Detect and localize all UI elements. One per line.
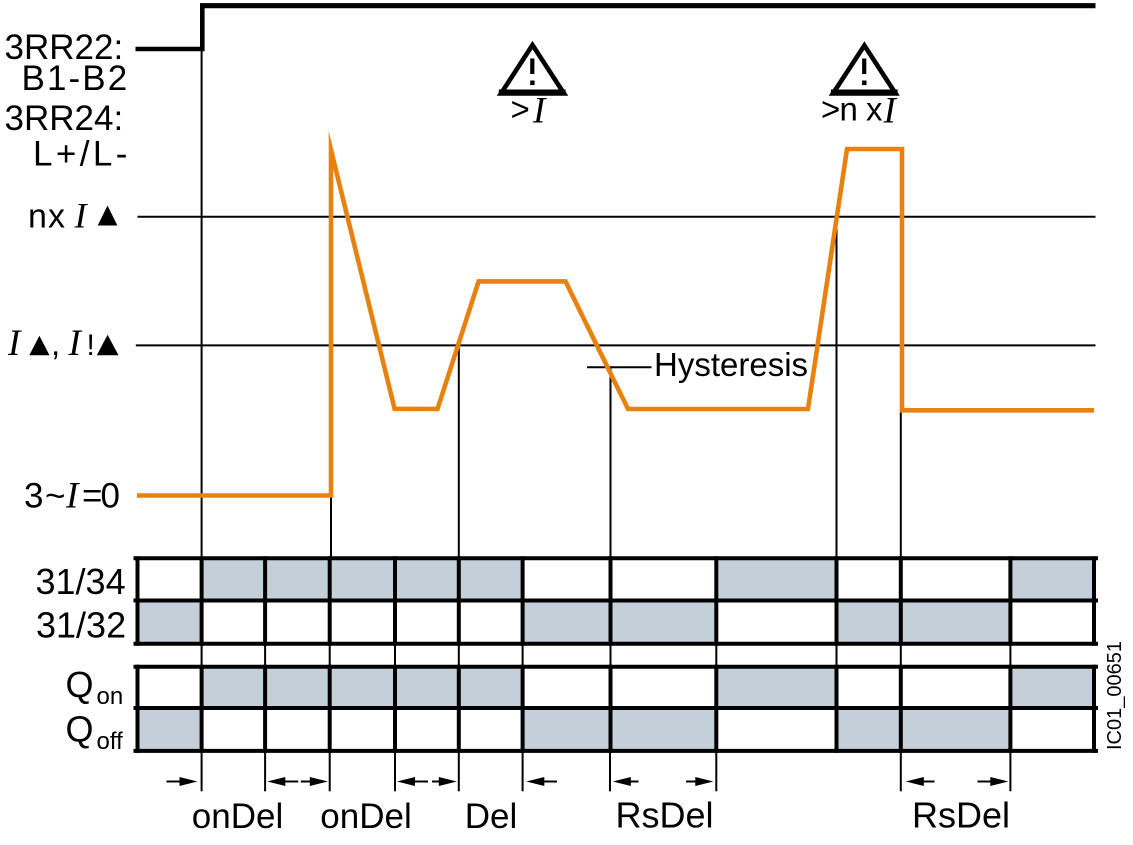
svg-text:onDel: onDel xyxy=(192,797,283,836)
svg-text:I: I xyxy=(68,323,83,364)
svg-text:,: , xyxy=(51,325,60,362)
svg-text:I: I xyxy=(7,323,22,364)
svg-text:0: 0 xyxy=(101,477,120,516)
svg-text:L+/L-: L+/L- xyxy=(33,135,131,174)
svg-text:31/34: 31/34 xyxy=(36,561,126,602)
svg-text:n: n xyxy=(840,91,858,128)
svg-text:IC01_00651: IC01_00651 xyxy=(1104,641,1126,750)
svg-text:Q: Q xyxy=(66,709,94,750)
svg-text:3RR22:: 3RR22: xyxy=(5,28,124,67)
svg-text:I: I xyxy=(74,196,89,236)
svg-text:on: on xyxy=(97,683,124,710)
svg-text:I: I xyxy=(883,91,898,132)
svg-text:31/32: 31/32 xyxy=(36,605,126,646)
svg-text:n: n xyxy=(28,198,47,236)
svg-text:off: off xyxy=(97,728,124,755)
svg-text:~: ~ xyxy=(45,477,65,516)
svg-text:RsDel: RsDel xyxy=(615,795,713,836)
svg-text:Del: Del xyxy=(465,797,518,836)
svg-text:x: x xyxy=(866,91,883,128)
svg-text:>: > xyxy=(821,91,840,128)
svg-text:>: > xyxy=(511,91,530,128)
svg-text:I: I xyxy=(532,91,547,132)
svg-text:B1-B2: B1-B2 xyxy=(22,59,130,98)
svg-text:Hysteresis: Hysteresis xyxy=(654,346,808,383)
svg-text:3: 3 xyxy=(24,477,43,516)
svg-text:=: = xyxy=(82,477,102,516)
svg-text:onDel: onDel xyxy=(320,797,411,836)
svg-text:!: ! xyxy=(87,329,95,362)
svg-text:3RR24:: 3RR24: xyxy=(5,99,124,138)
svg-text:I: I xyxy=(65,476,80,517)
svg-text:x: x xyxy=(48,198,65,236)
svg-text:RsDel: RsDel xyxy=(912,795,1010,836)
svg-text:Q: Q xyxy=(66,664,94,705)
